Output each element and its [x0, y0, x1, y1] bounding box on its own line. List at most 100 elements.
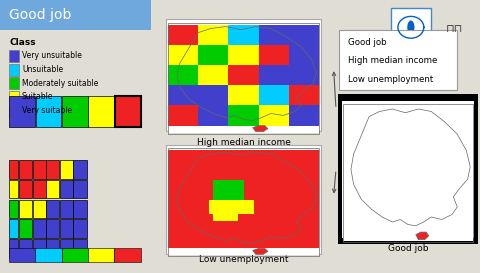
Bar [228, 45, 259, 65]
Bar [9, 219, 18, 238]
Bar [88, 96, 114, 127]
Bar [168, 152, 319, 255]
Bar [19, 239, 32, 258]
Polygon shape [416, 232, 429, 240]
Bar [289, 105, 319, 126]
Bar [395, 132, 421, 157]
Bar [88, 248, 114, 262]
Bar [259, 65, 289, 85]
Bar [19, 219, 32, 238]
Bar [343, 104, 473, 242]
Bar [9, 91, 19, 103]
Bar [395, 207, 421, 232]
Bar [395, 182, 421, 207]
Bar [60, 200, 73, 218]
Circle shape [407, 20, 415, 34]
Bar [168, 105, 198, 126]
Bar [213, 211, 238, 221]
Bar [198, 65, 228, 85]
Bar [9, 96, 35, 127]
Bar [343, 109, 473, 241]
Bar [73, 219, 86, 238]
Bar [9, 77, 19, 89]
Text: Moderately suitable: Moderately suitable [22, 79, 98, 88]
Bar [33, 160, 46, 179]
Bar [289, 85, 319, 105]
Bar [391, 8, 431, 46]
Bar [343, 182, 369, 207]
Text: Class: Class [9, 38, 36, 47]
Bar [46, 180, 60, 198]
Bar [33, 239, 46, 258]
Text: Good job: Good job [9, 8, 72, 22]
Bar [168, 65, 198, 85]
Bar [46, 219, 60, 238]
Text: Good job: Good job [348, 38, 386, 47]
Bar [114, 248, 141, 262]
Bar [19, 180, 32, 198]
Bar [168, 25, 198, 45]
Text: Unsuitable: Unsuitable [22, 65, 63, 74]
Bar [198, 105, 228, 126]
Bar [62, 96, 88, 127]
Bar [228, 65, 259, 85]
Text: Low unemployment: Low unemployment [348, 75, 433, 84]
Bar [369, 207, 395, 232]
Bar [228, 25, 259, 45]
Bar [168, 45, 198, 65]
Text: High median income: High median income [348, 57, 437, 65]
Bar [343, 157, 369, 182]
Bar [369, 106, 395, 132]
Bar [447, 132, 473, 157]
Bar [60, 160, 73, 179]
Bar [395, 157, 421, 182]
Bar [198, 45, 228, 65]
Text: Very suitable: Very suitable [22, 106, 72, 115]
Bar [259, 25, 289, 45]
Bar [60, 219, 73, 238]
Bar [342, 101, 474, 238]
Bar [369, 157, 395, 182]
Bar [447, 207, 473, 232]
Bar [33, 180, 46, 198]
Bar [213, 180, 244, 201]
Polygon shape [252, 248, 268, 254]
Bar [369, 132, 395, 157]
Polygon shape [252, 126, 268, 132]
Bar [447, 182, 473, 207]
Bar [46, 200, 60, 218]
Bar [73, 239, 86, 258]
Bar [168, 150, 319, 248]
Bar [0, 0, 151, 30]
Bar [73, 180, 86, 198]
Bar [62, 248, 88, 262]
Bar [421, 132, 447, 157]
Text: Suitable: Suitable [22, 93, 53, 101]
Bar [421, 157, 447, 182]
Text: ⊓⊓: ⊓⊓ [445, 24, 463, 34]
Bar [421, 182, 447, 207]
Bar [166, 19, 321, 131]
Bar [73, 160, 86, 179]
Bar [36, 96, 61, 127]
Bar [259, 105, 289, 126]
Bar [343, 207, 369, 232]
Bar [198, 25, 228, 45]
Bar [9, 105, 19, 117]
Bar [421, 106, 447, 132]
Bar [46, 239, 60, 258]
Bar [168, 85, 198, 105]
Bar [369, 182, 395, 207]
Bar [168, 26, 319, 133]
Bar [447, 157, 473, 182]
Bar [36, 248, 62, 262]
Bar [259, 85, 289, 105]
Bar [19, 160, 32, 179]
Bar [343, 132, 369, 157]
Bar [9, 248, 36, 262]
Bar [73, 200, 86, 218]
Bar [338, 94, 478, 244]
Bar [9, 239, 18, 258]
Bar [228, 85, 259, 105]
Bar [115, 96, 141, 127]
